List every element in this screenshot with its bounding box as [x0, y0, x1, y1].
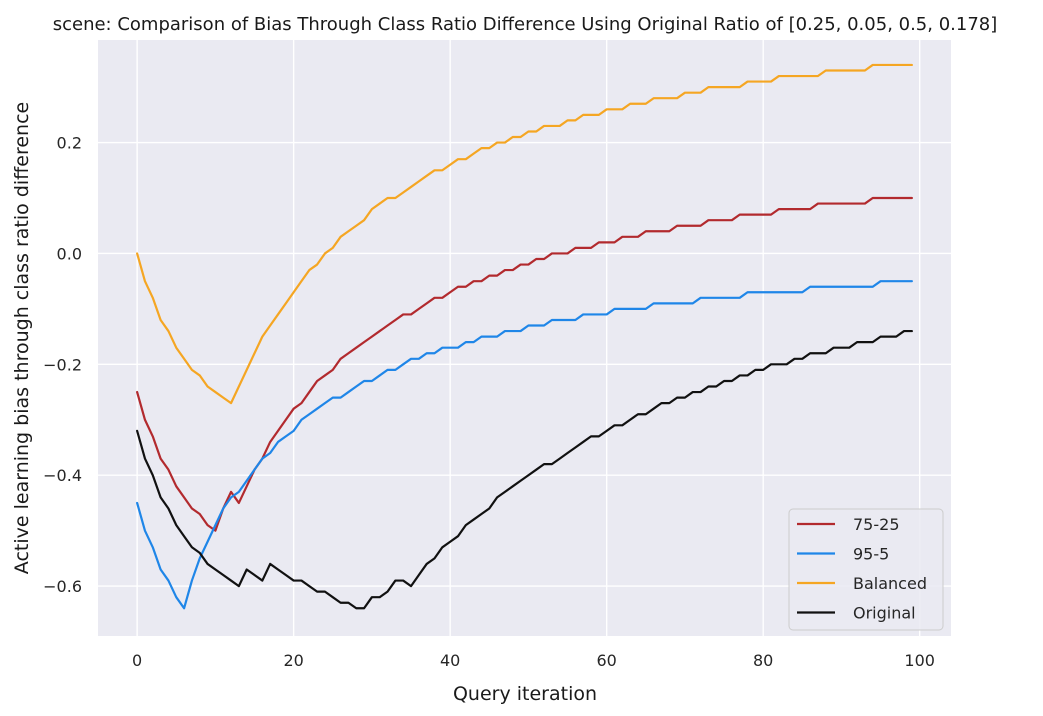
y-tick-label: −0.2 — [43, 355, 82, 374]
x-tick-label: 20 — [283, 651, 303, 670]
legend: 75-25 95-5 Balanced Original — [788, 508, 944, 631]
x-tick-label: 100 — [904, 651, 935, 670]
legend-label-95-5: 95-5 — [853, 545, 889, 564]
y-axis-ticks: −0.6 −0.4 −0.2 0.0 0.2 — [43, 134, 82, 597]
x-axis-ticks: 0 20 40 60 80 100 — [132, 651, 935, 670]
x-tick-label: 80 — [753, 651, 773, 670]
legend-box — [788, 508, 944, 631]
y-axis-label: Active learning bias through class ratio… — [11, 102, 33, 574]
series-lines — [136, 63, 913, 610]
x-axis-label: Query iteration — [453, 683, 597, 705]
legend-label-balanced: Balanced — [853, 574, 927, 593]
legend-label-original: Original — [853, 604, 916, 623]
x-tick-label: 60 — [596, 651, 616, 670]
series-line-75-25 — [136, 196, 913, 532]
series-line-original — [136, 329, 913, 610]
x-tick-label: 40 — [440, 651, 460, 670]
series-line-95-5 — [136, 280, 913, 610]
y-tick-label: −0.6 — [43, 577, 82, 596]
y-tick-label: 0.2 — [57, 134, 82, 153]
y-tick-label: −0.4 — [43, 466, 82, 485]
series-line-balanced — [136, 63, 913, 405]
y-tick-label: 0.0 — [57, 244, 82, 263]
legend-label-75-25: 75-25 — [853, 515, 900, 534]
grid-lines — [98, 40, 951, 636]
chart-title: scene: Comparison of Bias Through Class … — [53, 14, 998, 35]
x-tick-label: 0 — [132, 651, 142, 670]
